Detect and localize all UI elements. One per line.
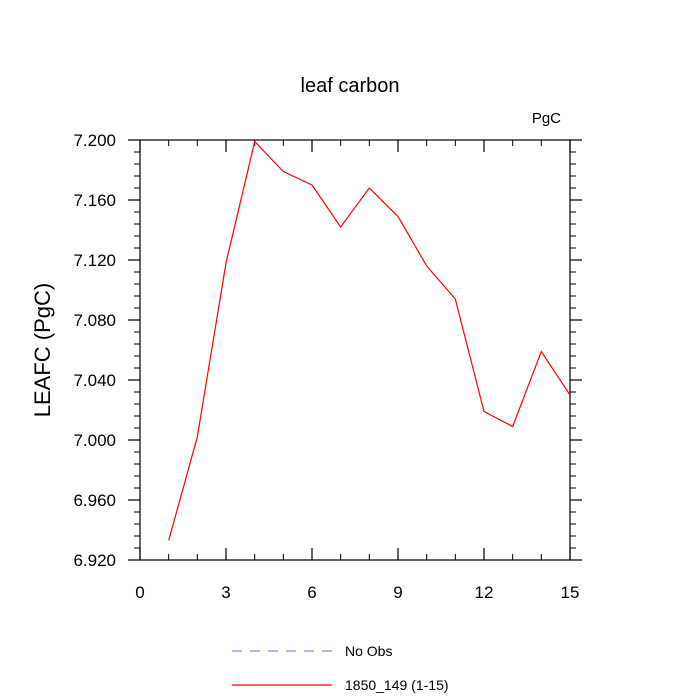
plot-area: 0 3 6 9 12 15 6.920 6.960 7.000 7.040 7.080 7.120 7.…: [73, 131, 582, 602]
x-tick-label: 12: [475, 583, 494, 602]
legend-label: No Obs: [345, 643, 392, 659]
y-tick-label: 7.160: [73, 191, 116, 210]
y-tick-label: 7.200: [73, 131, 116, 150]
y-tick-label: 6.960: [73, 491, 116, 510]
y-tick-label: 7.120: [73, 251, 116, 270]
chart-title: leaf carbon: [301, 75, 400, 97]
y-tick-label: 7.000: [73, 431, 116, 450]
y-tick-label: 7.080: [73, 311, 116, 330]
units-label: PgC: [532, 110, 561, 127]
legend: No Obs 1850_149 (1-15): [232, 643, 449, 693]
x-tick-label: 3: [221, 583, 230, 602]
x-tick-label: 0: [135, 583, 144, 602]
series-line: [168, 140, 571, 541]
y-axis-label: LEAFC (PgC): [30, 283, 55, 417]
y-tick-label: 7.040: [73, 371, 116, 390]
y-tick-label: 6.920: [73, 551, 116, 570]
x-tick-label: 9: [393, 583, 402, 602]
plot-frame: [139, 139, 571, 561]
x-tick-label: 6: [307, 583, 316, 602]
legend-label: 1850_149 (1-15): [345, 677, 449, 693]
x-tick-label: 15: [561, 583, 580, 602]
